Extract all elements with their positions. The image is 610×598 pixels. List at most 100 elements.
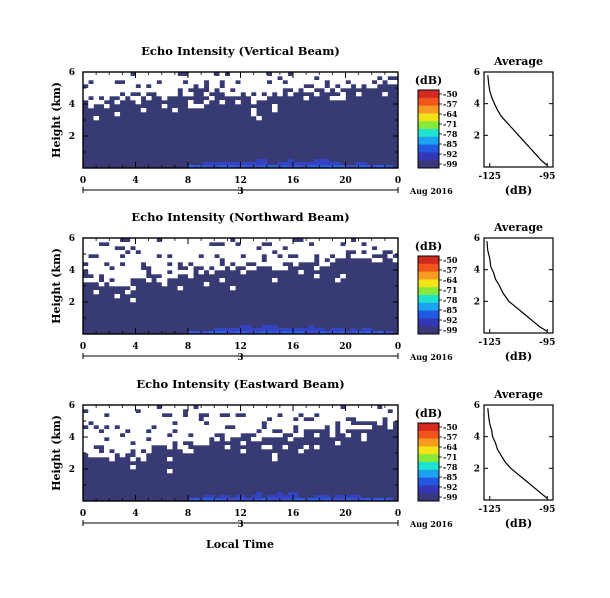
- no-data-cell: [329, 84, 336, 89]
- no-data-cell: [377, 238, 383, 243]
- echo-cell: [287, 328, 294, 332]
- no-data-cell: [230, 242, 236, 247]
- no-data-cell: [282, 238, 289, 243]
- no-data-cell: [156, 84, 163, 89]
- no-data-cell: [93, 242, 100, 247]
- no-data-cell: [156, 417, 163, 422]
- no-data-cell: [88, 92, 94, 97]
- no-data-region: [83, 405, 399, 474]
- no-data-cell: [188, 92, 194, 97]
- no-data-cell: [203, 250, 210, 255]
- no-data-cell: [109, 274, 115, 279]
- no-data-cell: [98, 84, 105, 89]
- echo-cell: [277, 162, 283, 166]
- no-data-cell: [83, 413, 89, 418]
- echo-cell: [287, 162, 294, 166]
- no-data-cell: [161, 88, 168, 93]
- echo-cell: [335, 328, 341, 332]
- no-data-cell: [251, 84, 257, 89]
- no-data-cell: [198, 80, 205, 85]
- no-data-cell: [303, 88, 310, 93]
- no-data-cell: [245, 254, 252, 259]
- no-data-cell: [293, 246, 299, 251]
- echo-cell: [209, 495, 215, 499]
- no-data-cell: [287, 405, 294, 410]
- no-data-cell: [104, 445, 110, 450]
- no-data-cell: [193, 421, 199, 426]
- echo-cell: [335, 162, 341, 166]
- no-data-cell: [109, 262, 115, 267]
- no-data-cell: [298, 421, 304, 426]
- no-data-cell: [319, 254, 325, 259]
- no-data-cell: [188, 104, 194, 109]
- x-tick-label: 12: [234, 176, 247, 186]
- no-data-cell: [109, 258, 115, 263]
- no-data-cell: [151, 405, 157, 410]
- echo-cell: [251, 328, 257, 332]
- no-data-cell: [151, 250, 157, 255]
- no-data-cell: [161, 76, 168, 81]
- no-data-cell: [266, 88, 273, 93]
- echo-cell: [329, 162, 336, 166]
- no-data-cell: [146, 254, 152, 259]
- x-tick-label: 8: [185, 342, 191, 352]
- no-data-cell: [366, 80, 373, 85]
- no-data-cell: [182, 250, 189, 255]
- no-data-cell: [114, 92, 121, 97]
- echo-cell: [214, 331, 220, 335]
- echo-cell: [350, 495, 357, 499]
- no-data-cell: [298, 246, 304, 251]
- no-data-cell: [272, 433, 278, 438]
- no-data-cell: [329, 413, 336, 418]
- no-data-cell: [146, 409, 152, 414]
- no-data-cell: [135, 425, 142, 430]
- no-data-cell: [140, 457, 147, 462]
- no-data-cell: [272, 417, 278, 422]
- no-data-cell: [114, 76, 121, 81]
- no-data-cell: [198, 437, 205, 442]
- profile-x-label: (dB): [505, 350, 532, 363]
- colorbar-unit: (dB): [415, 407, 442, 420]
- no-data-cell: [266, 421, 273, 426]
- x-tick-label: 12: [234, 509, 247, 519]
- no-data-cell: [93, 453, 100, 458]
- no-data-cell: [335, 278, 341, 283]
- no-data-cell: [135, 254, 142, 259]
- no-data-cell: [203, 238, 210, 243]
- no-data-cell: [261, 246, 268, 251]
- no-data-cell: [93, 421, 100, 426]
- no-data-cell: [172, 270, 178, 275]
- no-data-cell: [140, 80, 147, 85]
- no-data-cell: [287, 421, 294, 426]
- x-tick-label: 16: [287, 176, 300, 186]
- no-data-cell: [98, 254, 105, 259]
- no-data-cell: [314, 421, 320, 426]
- echo-cell: [230, 165, 236, 169]
- no-data-cell: [266, 433, 273, 438]
- no-data-cell: [177, 242, 184, 247]
- no-data-cell: [140, 250, 147, 255]
- no-data-cell: [98, 76, 105, 81]
- echo-cell: [235, 165, 241, 169]
- no-data-cell: [272, 80, 278, 85]
- no-data-cell: [245, 80, 252, 85]
- colorbar-swatch: [418, 144, 439, 153]
- no-data-cell: [188, 421, 194, 426]
- no-data-cell: [177, 258, 184, 263]
- no-data-cell: [340, 238, 346, 243]
- no-data-cell: [182, 429, 189, 434]
- no-data-cell: [256, 254, 262, 259]
- no-data-cell: [340, 84, 346, 89]
- x-tick-label: 4: [132, 176, 138, 186]
- no-data-cell: [140, 92, 147, 97]
- no-data-cell: [319, 80, 325, 85]
- no-data-cell: [329, 429, 336, 434]
- no-data-cell: [256, 242, 262, 247]
- no-data-cell: [356, 413, 362, 418]
- no-data-cell: [277, 417, 283, 422]
- no-data-cell: [382, 246, 388, 251]
- no-data-cell: [88, 429, 94, 434]
- no-data-cell: [93, 96, 100, 101]
- no-data-cell: [319, 242, 325, 247]
- no-data-cell: [151, 433, 157, 438]
